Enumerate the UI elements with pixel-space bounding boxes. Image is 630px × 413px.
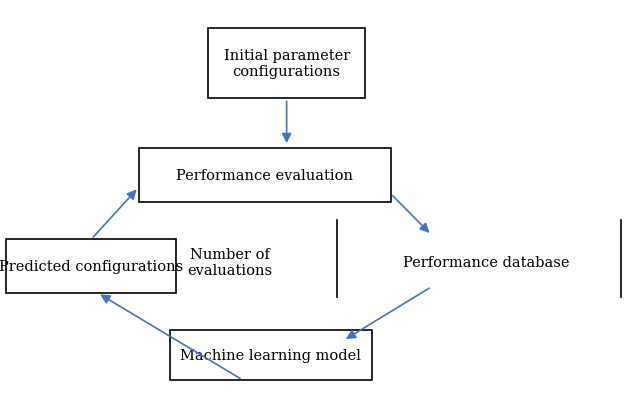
Bar	[208, 29, 365, 99]
Text: Predicted configurations: Predicted configurations	[0, 259, 183, 273]
Text: Number of
evaluations: Number of evaluations	[187, 247, 273, 277]
Text: Machine learning model: Machine learning model	[180, 348, 362, 362]
Text: Performance database: Performance database	[403, 255, 570, 269]
Bar	[170, 330, 372, 380]
Bar	[139, 149, 391, 202]
Text: Performance evaluation: Performance evaluation	[176, 169, 353, 183]
Text: Initial parameter
configurations: Initial parameter configurations	[224, 49, 350, 79]
Bar	[6, 240, 176, 293]
